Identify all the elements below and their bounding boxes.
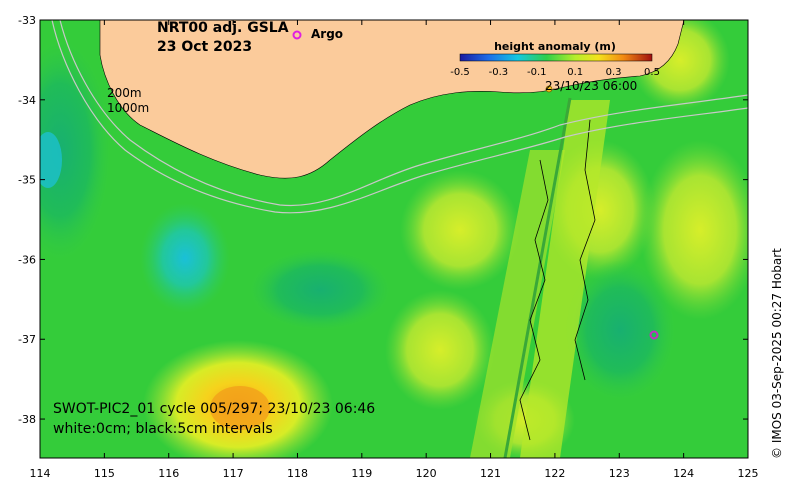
x-tick-label: 121: [480, 467, 501, 480]
height-anomaly-colorbar: height anomaly (m) -0.5 -0.3 -0.1 0.1 0.3 0.5: [450, 40, 660, 78]
colorbar-tick-label: -0.1: [527, 67, 547, 78]
map-title: NRT00 adj. GSLA: [157, 20, 289, 36]
y-tick-label: -34: [18, 94, 36, 107]
x-tick-label: 122: [544, 467, 565, 480]
y-tick-label: -33: [18, 14, 36, 27]
argo-marker: [649, 330, 659, 340]
y-tick-label: -35: [18, 174, 36, 187]
swot-swath: [470, 97, 610, 458]
y-tick-label: -38: [18, 413, 36, 426]
x-tick-label: 119: [351, 467, 372, 480]
x-tick-label: 114: [30, 467, 51, 480]
argo-marker-legend: [292, 30, 302, 40]
colorbar-ramp: [459, 53, 653, 62]
y-tick-label: -37: [18, 333, 36, 346]
x-tick-label: 118: [287, 467, 308, 480]
swot-caption: SWOT-PIC2_01 cycle 005/297; 23/10/23 06:…: [53, 401, 375, 417]
x-axis-ticks: 114 115 116 117 118 119 120 121 122 123 124 125: [30, 20, 759, 480]
isobath-1000m-label: 1000m: [107, 101, 149, 115]
colorbar-title: height anomaly (m): [494, 40, 616, 53]
colorbar-tick-label: 0.5: [644, 67, 660, 78]
argo-floats: [292, 30, 659, 340]
argo-legend-label: Argo: [311, 27, 343, 41]
plot-frame: [39, 19, 749, 459]
colorbar-tick-label: 0.3: [606, 67, 622, 78]
colorbar-tick-label: -0.3: [489, 67, 509, 78]
x-tick-label: 124: [673, 467, 694, 480]
x-tick-label: 117: [223, 467, 244, 480]
x-tick-label: 125: [738, 467, 759, 480]
colorbar-tick-label: -0.5: [450, 67, 470, 78]
x-tick-label: 123: [609, 467, 630, 480]
x-tick-label: 120: [416, 467, 437, 480]
contour-caption: white:0cm; black:5cm intervals: [53, 421, 273, 437]
x-tick-label: 115: [94, 467, 115, 480]
x-tick-label: 116: [158, 467, 179, 480]
imos-credit: © IMOS 03-Sep-2025 00:27 Hobart: [770, 248, 784, 459]
y-axis-ticks: -33 -34 -35 -36 -37 -38: [18, 14, 748, 426]
isobath-contours: [51, 20, 748, 214]
colorbar-tick-label: 0.1: [567, 67, 583, 78]
map-date: 23 Oct 2023: [157, 39, 252, 55]
overpass-time-label: 23/10/23 06:00: [545, 79, 637, 93]
y-tick-label: -36: [18, 253, 36, 266]
isobath-200m-label: 200m: [107, 86, 142, 100]
overpass-marker: [545, 85, 553, 93]
